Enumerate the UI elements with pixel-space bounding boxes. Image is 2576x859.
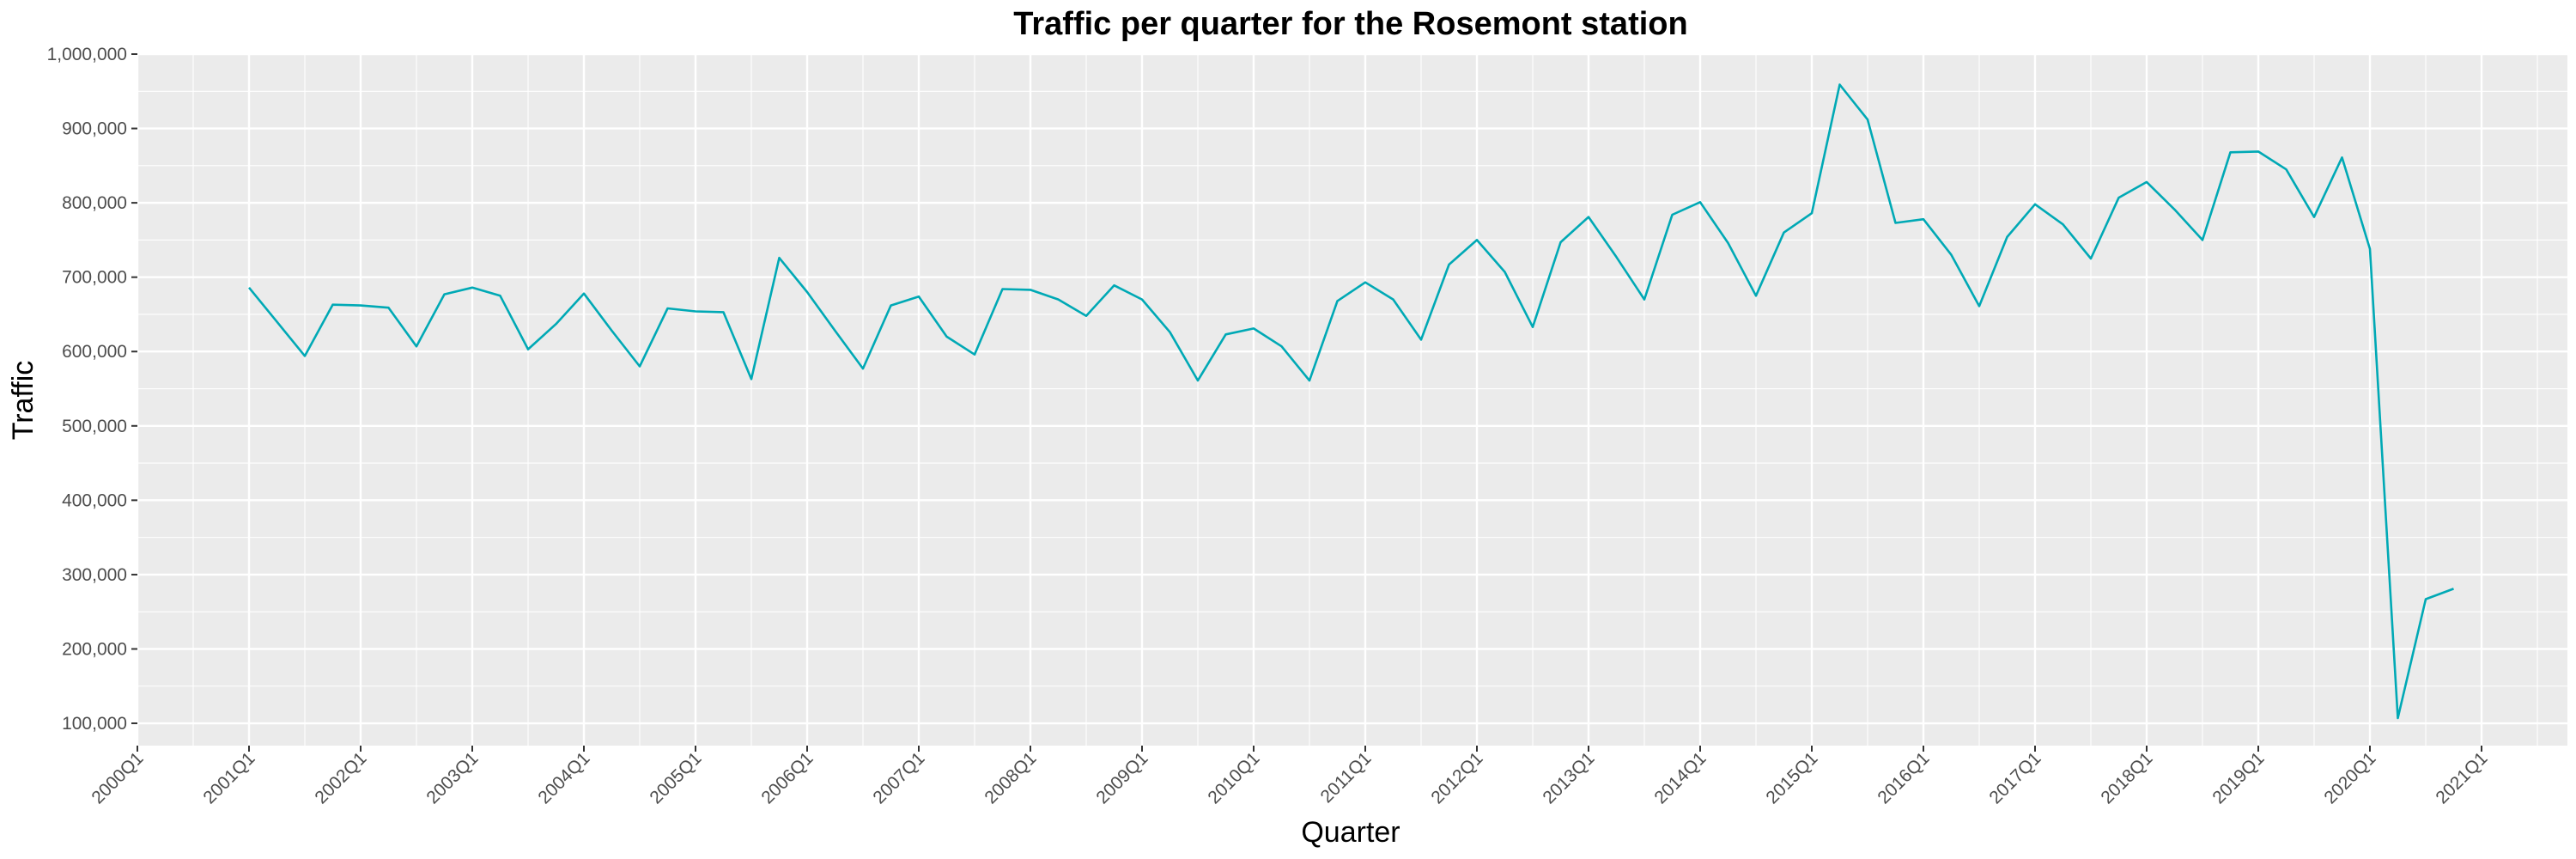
y-axis-title: Traffic bbox=[7, 361, 39, 441]
x-tick-label: 2007Q1 bbox=[869, 748, 928, 807]
x-tick-label: 2012Q1 bbox=[1427, 748, 1486, 807]
y-tick-label: 200,000 bbox=[62, 639, 127, 659]
y-tick-label: 100,000 bbox=[62, 714, 127, 734]
y-tick-label: 600,000 bbox=[62, 342, 127, 362]
x-tick-label: 2015Q1 bbox=[1762, 748, 1821, 807]
y-tick-label: 700,000 bbox=[62, 268, 127, 288]
major-gridlines bbox=[136, 52, 2567, 746]
x-tick-label: 2003Q1 bbox=[422, 748, 482, 807]
x-tick-label: 2020Q1 bbox=[2320, 748, 2379, 807]
x-tick-label: 2008Q1 bbox=[981, 748, 1040, 807]
y-tick-label: 800,000 bbox=[62, 193, 127, 213]
x-tick-label: 2000Q1 bbox=[88, 748, 147, 807]
x-tick-label: 2021Q1 bbox=[2432, 748, 2491, 807]
x-tick-label: 2018Q1 bbox=[2097, 748, 2156, 807]
y-tick-label: 400,000 bbox=[62, 490, 127, 510]
x-tick-label: 2005Q1 bbox=[646, 748, 705, 807]
x-tick-label: 2004Q1 bbox=[534, 748, 593, 807]
x-tick-label: 2011Q1 bbox=[1317, 748, 1376, 807]
x-axis: 2000Q1 2001Q1 2002Q1 2003Q1 2004Q1 2005Q1 2006… bbox=[88, 746, 2492, 807]
x-tick-label: 2006Q1 bbox=[757, 748, 817, 807]
y-tick-label: 1,000,000 bbox=[47, 45, 127, 64]
x-tick-label: 2001Q1 bbox=[199, 748, 258, 807]
x-tick-label: 2009Q1 bbox=[1092, 748, 1151, 807]
x-tick-label: 2016Q1 bbox=[1874, 748, 1933, 807]
chart-title: Traffic per quarter for the Rosemont sta… bbox=[1013, 6, 1687, 42]
x-tick-label: 2013Q1 bbox=[1539, 748, 1598, 807]
minor-gridlines bbox=[137, 54, 2567, 746]
y-tick-label: 900,000 bbox=[62, 119, 127, 139]
x-axis-title: Quarter bbox=[1301, 816, 1400, 849]
plot-panel bbox=[137, 54, 2567, 746]
y-tick-label: 500,000 bbox=[62, 417, 127, 436]
x-tick-label: 2019Q1 bbox=[2208, 748, 2268, 807]
y-tick-label: 300,000 bbox=[62, 565, 127, 585]
x-tick-label: 2014Q1 bbox=[1650, 748, 1710, 807]
x-tick-label: 2002Q1 bbox=[311, 748, 370, 807]
series-line bbox=[247, 83, 2454, 720]
x-tick-label: 2017Q1 bbox=[1985, 748, 2044, 807]
y-axis: 100,000 200,000 300,000 400,000 500,000 600,0… bbox=[47, 45, 137, 734]
series-layer bbox=[247, 83, 2454, 720]
x-tick-label: 2010Q1 bbox=[1204, 748, 1263, 807]
